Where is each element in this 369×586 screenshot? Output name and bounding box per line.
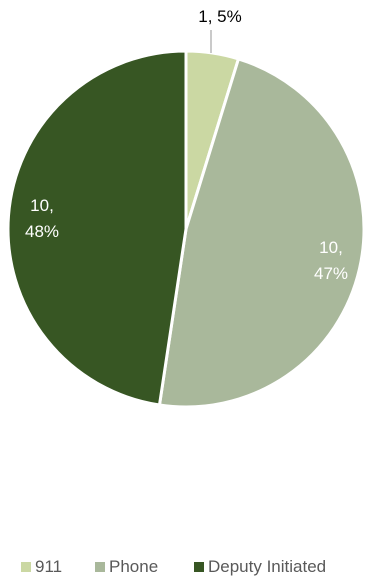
pie-slice-deputy-initiated bbox=[6, 49, 188, 407]
legend-label-phone: Phone bbox=[109, 557, 158, 576]
data-label-911: 1, 5% bbox=[198, 7, 241, 26]
legend-swatch-911 bbox=[21, 562, 31, 572]
pie-slices bbox=[6, 49, 366, 409]
legend-swatch-deputy-initiated bbox=[194, 562, 204, 572]
pie-slice-phone bbox=[157, 57, 366, 409]
legend-label-911: 911 bbox=[35, 557, 62, 576]
data-label-phone: 10, 47% bbox=[314, 238, 348, 283]
legend-label-deputy-initiated: Deputy Initiated bbox=[208, 557, 326, 576]
data-label-deputy-initiated: 10, 48% bbox=[25, 196, 59, 241]
data-labels: 1, 5% 10, 47% 10, 48% bbox=[25, 7, 348, 283]
legend-swatch-phone bbox=[95, 562, 105, 572]
legend: 911 Phone Deputy Initiated bbox=[21, 557, 326, 576]
